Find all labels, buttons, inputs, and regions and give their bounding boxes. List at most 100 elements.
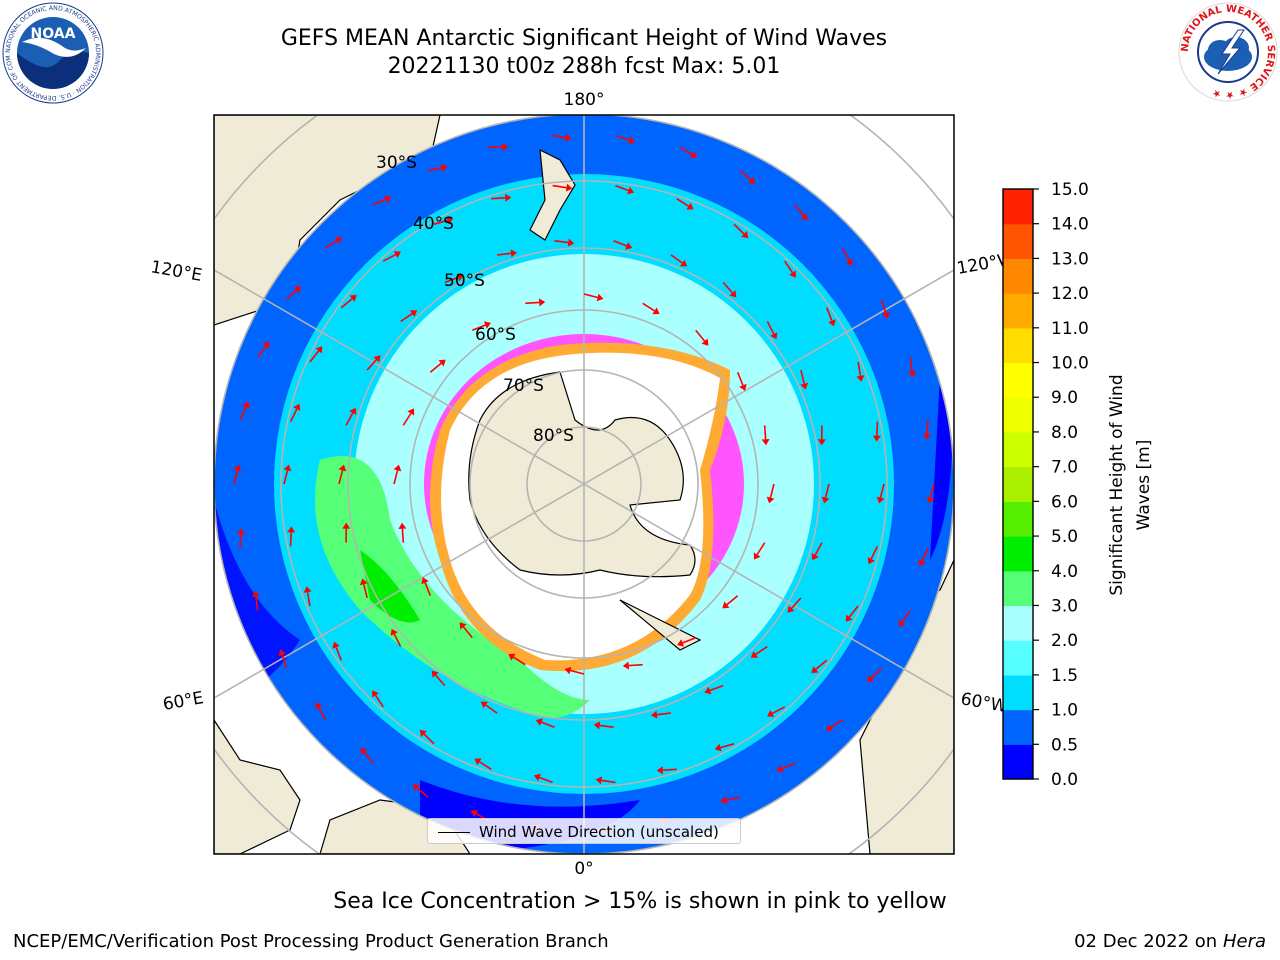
wave-arrow-head (776, 765, 784, 773)
colorbar-tick-label: 6.0 (1051, 492, 1078, 512)
wave-arrow-shaft (830, 719, 844, 729)
wave-arrow-shaft (256, 345, 267, 359)
wave-arrow-shaft (781, 762, 796, 770)
colorbar-band (1003, 223, 1033, 260)
wave-arrow-head (390, 628, 398, 636)
wave-arrow-shaft (756, 542, 766, 555)
wave-arrow-shaft (870, 667, 883, 679)
wave-arrow-head (456, 273, 464, 282)
wave-arrow-head (800, 382, 809, 390)
wave-arrow-head (926, 496, 935, 504)
wave-arrow-head (828, 319, 836, 327)
wave-arrow-shaft (393, 633, 402, 647)
wave-arrow-head (867, 675, 875, 683)
wave-arrow-head (535, 718, 543, 726)
colorbar-band (1003, 536, 1033, 572)
wave-arrow-shaft (676, 198, 689, 207)
wave-arrow-head (625, 242, 633, 250)
colorbar-tick-label: 7.0 (1051, 458, 1078, 478)
wave-arrow-head (845, 614, 853, 622)
wave-arrow-shaft (429, 362, 442, 373)
map-legend: Wind Wave Direction (unscaled) (427, 818, 741, 844)
wave-arrow-head (845, 258, 853, 266)
footer-credit: NCEP/EMC/Verification Post Processing Pr… (13, 931, 609, 952)
graticule (214, 115, 954, 854)
wave-arrow-head (373, 355, 381, 363)
colorbar-band (1003, 466, 1033, 502)
wave-arrow-shaft (739, 170, 752, 181)
colorbar-band (1003, 744, 1033, 780)
wave-arrow-head (761, 439, 770, 446)
wave-arrow-head (332, 641, 340, 649)
wave-arrow-head (315, 702, 323, 710)
wave-arrow-head (689, 150, 698, 158)
nws-logo: NATIONAL WEATHER SERVICE ★ ★ ★ (1178, 2, 1278, 102)
wave-arrow-shaft (794, 204, 805, 217)
wave-arrow-head (622, 661, 629, 670)
wave-arrow-shaft (726, 595, 739, 606)
lat-label-70s: 70°S (503, 376, 544, 396)
wave-arrow-shaft (771, 706, 786, 715)
wave-arrow-head (421, 577, 429, 585)
colorbar: 0.0 0.5 1.0 1.5 2.0 3.0 4.0 5.0 6.0 7.0 8.0 9.0 10.0… (1002, 180, 1089, 790)
wave-arrow-shaft (233, 470, 239, 485)
wave-arrow-shaft (345, 412, 354, 426)
wave-arrow-shaft (239, 534, 242, 549)
wave-arrow-head (867, 557, 875, 565)
wave-arrow-shaft (324, 239, 338, 249)
wave-arrow-shaft (784, 260, 794, 274)
wave-arrow-shaft (709, 684, 724, 692)
wave-arrow-shaft (815, 659, 828, 670)
wave-arrow-head (510, 249, 517, 258)
lat-label-50s: 50°S (444, 271, 485, 291)
wave-arrow-head (595, 776, 603, 785)
wave-arrow-head (748, 176, 756, 184)
wave-arrow-shaft (400, 313, 413, 323)
wave-arrow-shaft (525, 301, 540, 305)
wave-arrow-head (431, 670, 439, 678)
wave-arrow-head (811, 553, 819, 561)
wave-arrow-shaft (763, 425, 767, 440)
wave-arrow-head (686, 202, 694, 210)
wave-arrow-shaft (921, 547, 929, 562)
lat-label-60s: 60°S (475, 325, 516, 345)
wave-arrow-head (680, 259, 688, 267)
colorbar-tick-label: 4.0 (1051, 562, 1078, 582)
sea-ice-note: Sea Ice Concentration > 15% is shown in … (333, 889, 947, 914)
wave-arrow-head (398, 522, 407, 529)
colorbar-tick-label: 9.0 (1051, 388, 1078, 408)
wave-arrow-shaft (695, 329, 706, 342)
colorbar-band (1003, 570, 1033, 607)
wave-arrow-head (315, 346, 323, 354)
wave-arrow-shaft (255, 596, 259, 611)
wave-arrow-head (872, 435, 881, 442)
wave-arrow-head (242, 401, 250, 409)
colorbar-tick-label: 5.0 (1051, 527, 1078, 547)
wave-arrow-head (252, 590, 260, 597)
wave-arrow-head (359, 578, 368, 586)
wave-arrow-shaft (879, 483, 885, 498)
wave-arrow-shaft (382, 253, 397, 262)
wave-arrow-head (627, 186, 635, 195)
colorbar-tick-label: 2.0 (1051, 631, 1078, 651)
wave-arrow-shaft (642, 302, 655, 312)
wave-arrow-head (789, 270, 796, 278)
wave-arrow-shaft (814, 542, 823, 556)
colorbar-band (1003, 674, 1033, 711)
wave-arrow-shaft (628, 663, 643, 667)
colorbar-tick-label: 11.0 (1051, 319, 1089, 339)
colorbar-band (1003, 397, 1033, 433)
wave-arrow-shaft (800, 369, 805, 384)
colorbar-band (1003, 709, 1033, 745)
wave-arrow-shaft (285, 289, 298, 301)
wave-arrow-head (564, 666, 572, 675)
wave-arrow-shaft (615, 184, 629, 192)
wave-arrow-head (722, 601, 730, 609)
wave-arrow-shaft (870, 546, 879, 560)
wave-arrow-head (233, 464, 242, 472)
wave-arrow-head (817, 439, 826, 446)
wave-arrow-shaft (722, 281, 734, 294)
wave-arrow-head (652, 307, 660, 315)
lon-label-120e: 120°E (149, 257, 203, 286)
wave-arrow-head (338, 464, 347, 472)
